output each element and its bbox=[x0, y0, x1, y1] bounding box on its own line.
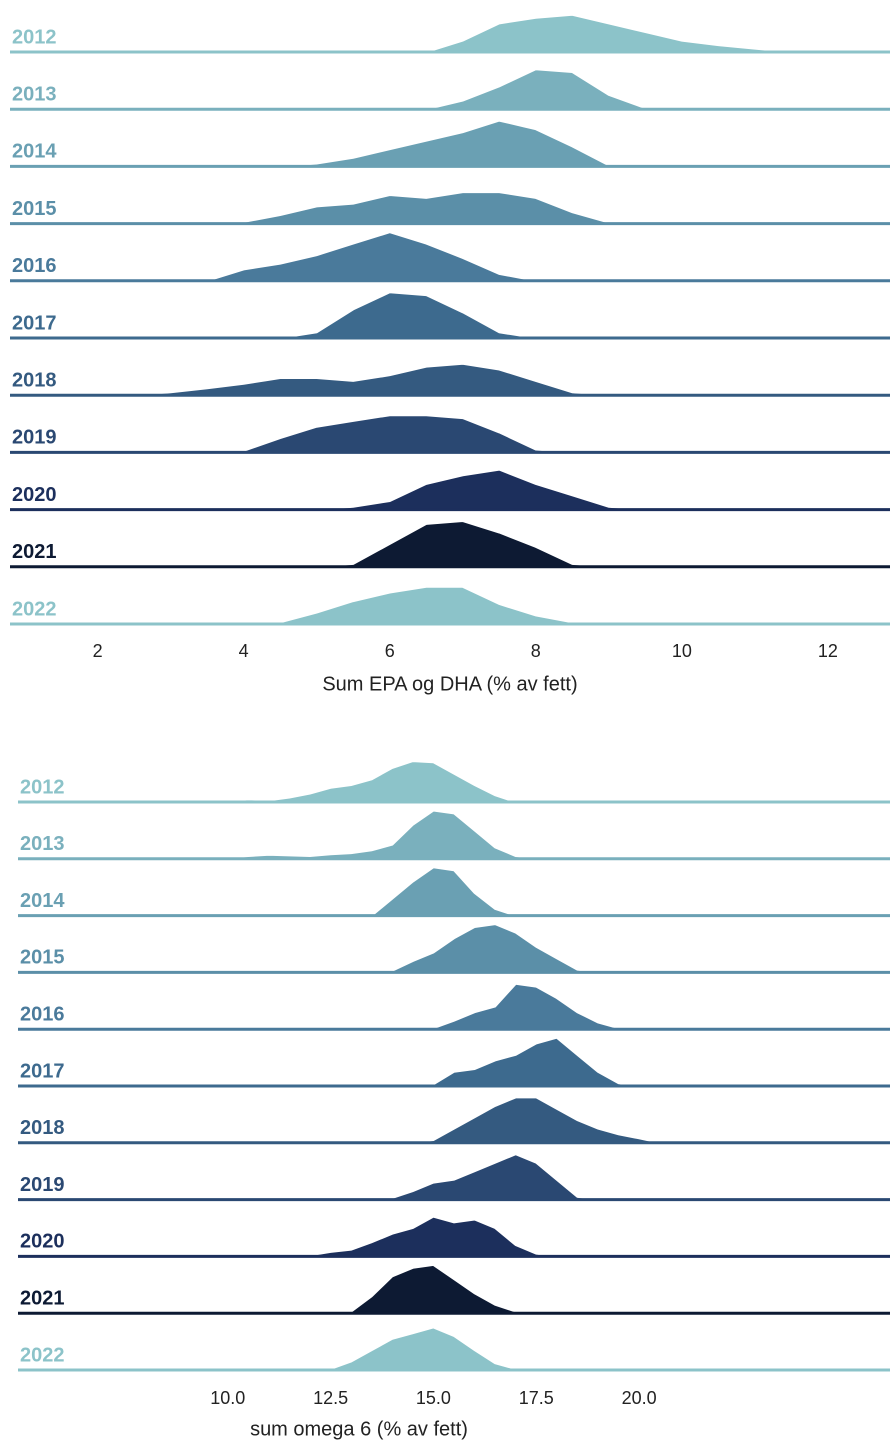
year-label: 2021 bbox=[12, 541, 57, 563]
ridge bbox=[24, 68, 865, 111]
x-tick-label: 8 bbox=[531, 641, 541, 661]
ridge bbox=[24, 13, 865, 53]
ridge bbox=[63, 1215, 681, 1258]
year-label: 2019 bbox=[20, 1174, 65, 1196]
x-tick-label: 6 bbox=[385, 641, 395, 661]
ridge bbox=[63, 760, 681, 803]
year-label: 2016 bbox=[12, 255, 57, 277]
year-label: 2016 bbox=[20, 1003, 65, 1025]
ridge bbox=[63, 866, 681, 917]
year-label: 2021 bbox=[20, 1287, 65, 1309]
year-label: 2022 bbox=[12, 598, 57, 620]
ridge bbox=[24, 362, 865, 397]
ridge bbox=[24, 291, 865, 339]
year-label: 2017 bbox=[12, 312, 57, 334]
x-tick-label: 12.5 bbox=[313, 1388, 348, 1408]
year-label: 2015 bbox=[12, 198, 57, 220]
year-label: 2018 bbox=[20, 1117, 65, 1139]
year-label: 2012 bbox=[12, 26, 57, 48]
ridge bbox=[24, 119, 865, 168]
ridge bbox=[63, 1326, 681, 1371]
ridge bbox=[24, 585, 865, 625]
x-axis-title: Sum EPA og DHA (% av fett) bbox=[322, 673, 577, 695]
year-label: 2018 bbox=[12, 369, 57, 391]
x-axis-title: sum omega 6 (% av fett) bbox=[250, 1418, 468, 1440]
ridge bbox=[63, 1036, 681, 1087]
ridge bbox=[63, 923, 681, 974]
x-tick-label: 20.0 bbox=[622, 1388, 657, 1408]
year-label: 2012 bbox=[20, 776, 65, 798]
ridge bbox=[24, 231, 865, 282]
year-label: 2014 bbox=[12, 141, 57, 163]
year-label: 2015 bbox=[20, 947, 65, 969]
ridge bbox=[24, 191, 865, 225]
ridge bbox=[63, 982, 681, 1031]
x-tick-label: 4 bbox=[239, 641, 249, 661]
ridge bbox=[63, 1153, 681, 1201]
x-tick-label: 15.0 bbox=[416, 1388, 451, 1408]
year-label: 2013 bbox=[12, 83, 57, 105]
year-label: 2014 bbox=[20, 890, 65, 912]
x-tick-label: 12 bbox=[818, 641, 838, 661]
x-tick-label: 10 bbox=[672, 641, 692, 661]
ridge bbox=[24, 519, 865, 568]
year-label: 2017 bbox=[20, 1060, 65, 1082]
year-label: 2020 bbox=[20, 1231, 65, 1253]
ridge bbox=[24, 414, 865, 454]
year-label: 2013 bbox=[20, 833, 65, 855]
x-tick-label: 10.0 bbox=[210, 1388, 245, 1408]
ridge bbox=[24, 468, 865, 511]
year-label: 2019 bbox=[12, 427, 57, 449]
x-tick-label: 2 bbox=[93, 641, 103, 661]
ridge bbox=[63, 1263, 681, 1315]
x-tick-label: 17.5 bbox=[519, 1388, 554, 1408]
ridge bbox=[63, 1096, 681, 1144]
ridge bbox=[63, 809, 681, 860]
year-label: 2020 bbox=[12, 484, 57, 506]
year-label: 2022 bbox=[20, 1344, 65, 1366]
